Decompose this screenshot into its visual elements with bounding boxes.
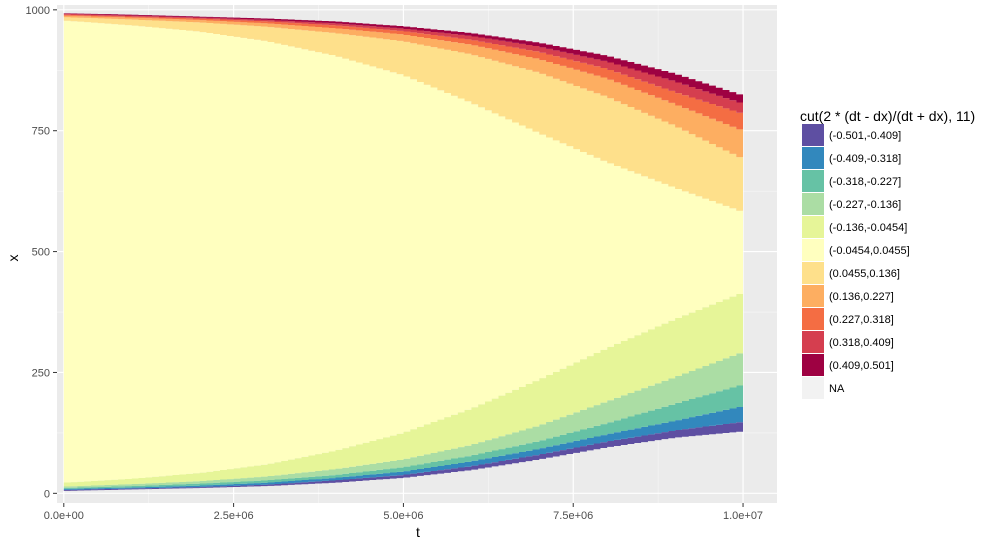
legend-swatch <box>802 262 824 284</box>
y-axis-title: x <box>5 255 21 262</box>
legend-swatch <box>802 377 824 399</box>
band-series-10 <box>63 13 744 113</box>
data-bands <box>63 13 744 491</box>
legend-label: (0.136,0.227] <box>829 291 894 303</box>
x-tick-label: 5.0e+06 <box>383 510 423 522</box>
legend-label: (-0.318,-0.227] <box>829 176 901 188</box>
band-series-9 <box>63 14 744 130</box>
y-tick-label: 500 <box>32 247 50 259</box>
band-series-2 <box>63 407 744 490</box>
legend-swatch <box>802 193 824 215</box>
legend-swatch <box>802 354 824 376</box>
legend-label: (-0.227,-0.136] <box>829 199 901 211</box>
legend: (-0.501,-0.409] (-0.409,-0.318] (-0.318,-0… <box>802 124 910 399</box>
legend-label: (0.409,0.501] <box>829 360 894 372</box>
legend-label: (-0.0454,0.0455] <box>829 245 910 257</box>
y-tick-label: 0 <box>44 488 50 500</box>
legend-label: (-0.136,-0.0454] <box>829 222 907 234</box>
y-tick-label: 250 <box>32 367 50 379</box>
band-series-6 <box>63 20 744 483</box>
legend-label: (-0.409,-0.318] <box>829 153 901 165</box>
y-axis: 0 250 500 750 1000 <box>26 5 57 500</box>
legend-swatch <box>802 331 824 353</box>
legend-label: (0.227,0.318] <box>829 314 894 326</box>
legend-swatch <box>802 216 824 238</box>
band-series-11 <box>63 13 744 103</box>
band-series-1 <box>63 422 744 491</box>
legend-swatch <box>802 308 824 330</box>
band-series-5 <box>63 294 744 487</box>
y-tick-label: 750 <box>32 126 50 138</box>
band-series-8 <box>63 15 744 158</box>
legend-label: (-0.501,-0.409] <box>829 130 901 142</box>
legend-swatch <box>802 124 824 146</box>
x-axis: 0.0e+00 2.5e+06 5.0e+06 7.5e+06 1.0e+07 <box>44 503 763 522</box>
band-series-7 <box>63 17 744 211</box>
y-tick-label: 1000 <box>26 5 50 17</box>
legend-swatch <box>802 147 824 169</box>
band-series-3 <box>63 385 744 489</box>
x-tick-label: 0.0e+00 <box>44 510 84 522</box>
legend-label: NA <box>829 383 845 395</box>
x-tick-label: 1.0e+07 <box>723 510 763 522</box>
x-tick-label: 7.5e+06 <box>553 510 593 522</box>
legend-swatch <box>802 239 824 261</box>
x-tick-label: 2.5e+06 <box>214 510 254 522</box>
x-axis-title: t <box>416 524 420 540</box>
legend-swatch <box>802 285 824 307</box>
legend-swatch <box>802 170 824 192</box>
band-series-4 <box>63 353 744 488</box>
legend-label: (0.0455,0.136] <box>829 268 900 280</box>
legend-title: cut(2 * (dt - dx)/(dt + dx), 11) <box>800 108 975 124</box>
legend-label: (0.318,0.409] <box>829 337 894 349</box>
